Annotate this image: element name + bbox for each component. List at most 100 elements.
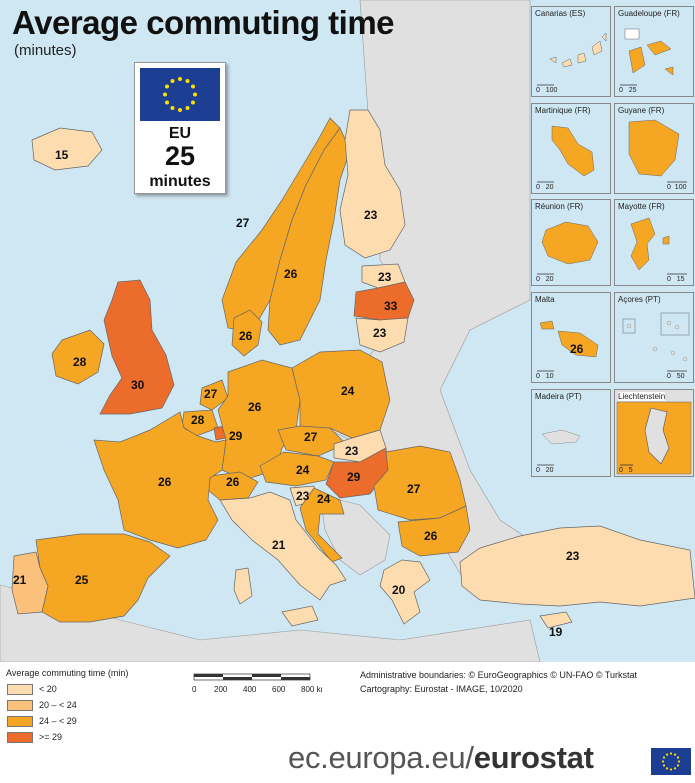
legend-swatch	[7, 700, 33, 711]
inset-malta-map: 26	[537, 320, 599, 372]
country-croatia-shape	[299, 487, 345, 563]
inset-title: Guyane (FR)	[618, 106, 665, 115]
inset-scale: 0 10	[536, 373, 554, 380]
legend-item: >= 29	[7, 732, 127, 744]
country-value-labels: 15 27 26 23 23 33 23 26 28 30 27 28 29 2…	[13, 148, 580, 639]
sardinia-shape	[233, 567, 253, 605]
inset-title: Madeira (PT)	[535, 392, 582, 401]
inset-scale: 0 50	[667, 373, 685, 380]
country-italy-shape	[219, 491, 347, 601]
credits-cartography: Cartography: Eurostat - IMAGE, 10/2020	[360, 684, 523, 694]
scale-bar: 0 200 400 600 800 km	[192, 673, 322, 694]
country-uk-shape	[99, 279, 175, 415]
inset-mayotte: Mayotte (FR) 0 15	[614, 199, 694, 286]
label-romania: 27	[407, 482, 421, 496]
inset-reunion-map	[537, 221, 599, 275]
inset-title: Açores (PT)	[618, 295, 661, 304]
scale-tick: 200	[214, 685, 228, 694]
inset-title: Martinique (FR)	[535, 106, 591, 115]
country-denmark-shape	[231, 309, 263, 357]
label-spain: 25	[75, 573, 89, 587]
label-ireland: 28	[73, 355, 87, 369]
inset-reunion: Réunion (FR) 0 20	[531, 199, 611, 286]
inset-guyane: Guyane (FR) 0 100	[614, 103, 694, 194]
country-austria-shape	[259, 451, 335, 487]
label-croatia: 24	[317, 492, 331, 506]
legend-swatch	[7, 716, 33, 727]
scale-tick: 600	[272, 685, 286, 694]
sicily-shape	[281, 605, 319, 627]
eu-flag-icon	[140, 68, 220, 121]
country-portugal-shape	[11, 551, 49, 615]
label-poland: 24	[341, 384, 355, 398]
label-lithuania: 23	[373, 326, 387, 340]
label-germany: 26	[248, 400, 262, 414]
label-austria: 24	[296, 463, 310, 477]
legend-swatch	[7, 684, 33, 695]
footer-url-prefix: ec.europa.eu/	[288, 740, 474, 775]
inset-title: Canarias (ES)	[535, 9, 586, 18]
country-greece-shape	[379, 559, 431, 625]
legend-item: 24 – < 29	[7, 716, 127, 728]
inset-canarias-map	[537, 32, 607, 86]
label-france: 26	[158, 475, 172, 489]
inset-mayotte-map	[630, 217, 687, 275]
map-subtitle: (minutes)	[14, 42, 77, 59]
label-italy: 21	[272, 538, 286, 552]
label-latvia: 33	[384, 299, 398, 313]
inset-title: Guadeloupe (FR)	[618, 9, 680, 18]
footer-url[interactable]: ec.europa.eu/eurostat	[288, 740, 594, 776]
country-spain-shape	[35, 533, 171, 623]
inset-acores-map	[622, 312, 690, 372]
inset-guyane-map	[628, 119, 687, 183]
inset-scale: 0 100	[536, 87, 558, 94]
inset-scale: 0 5	[619, 467, 633, 474]
country-lithuania-shape	[355, 317, 409, 353]
inset-liechtenstein-map	[616, 401, 692, 475]
map-frame: 15 27 26 23 23 33 23 26 28 30 27 28 29 2…	[0, 0, 695, 662]
eu-value: 25	[164, 141, 196, 171]
label-iceland: 15	[55, 148, 69, 162]
legend-swatch	[7, 732, 33, 743]
country-france-shape	[93, 411, 227, 549]
inset-scale: 0 20	[536, 276, 554, 283]
inset-acores: Açores (PT) 0 50	[614, 292, 694, 383]
inset-scale: 0 100	[667, 184, 687, 191]
inset-malta: Malta 26 0 10	[531, 292, 611, 383]
label-malta: 26	[570, 342, 584, 356]
inset-title: Liechtenstein	[618, 392, 666, 401]
country-iceland-shape	[31, 127, 103, 171]
inset-title: Réunion (FR)	[535, 202, 584, 211]
label-denmark: 26	[239, 329, 253, 343]
inset-liechtenstein: Liechtenstein 0 5	[614, 389, 694, 477]
country-cyprus-shape	[539, 611, 573, 629]
eu-unit: minutes	[149, 173, 211, 190]
inset-martinique-map	[537, 125, 595, 183]
label-slovakia: 23	[345, 444, 359, 458]
legend-item: 20 – < 24	[7, 700, 127, 712]
scale-tick: 800 km	[301, 685, 322, 694]
label-slovenia: 23	[296, 489, 310, 503]
country-turkey-shape	[459, 525, 695, 607]
map-title: Average commuting time	[12, 4, 395, 41]
label-finland: 23	[364, 208, 378, 222]
label-cyprus: 19	[549, 625, 563, 639]
europe-map: 15 27 26 23 23 33 23 26 28 30 27 28 29 2…	[0, 0, 695, 662]
country-sweden-shape	[267, 127, 351, 346]
label-turkey: 23	[566, 549, 580, 563]
label-netherlands: 27	[204, 387, 218, 401]
label-norway: 27	[236, 216, 250, 230]
label-estonia: 23	[378, 270, 392, 284]
inset-title: Malta	[535, 295, 555, 304]
eu-average-box: EU 25 minutes	[134, 62, 226, 194]
inset-martinique: Martinique (FR) 0 20	[531, 103, 611, 194]
country-netherlands-shape	[199, 379, 229, 411]
label-sweden: 26	[284, 267, 298, 281]
label-uk: 30	[131, 378, 145, 392]
legend-title: Average commuting time (min)	[6, 668, 129, 678]
inset-scale: 0 15	[667, 276, 685, 283]
inset-scale: 0 20	[536, 184, 554, 191]
label-greece: 20	[392, 583, 406, 597]
country-finland-shape	[339, 109, 406, 259]
country-bulgaria-shape	[397, 505, 471, 557]
